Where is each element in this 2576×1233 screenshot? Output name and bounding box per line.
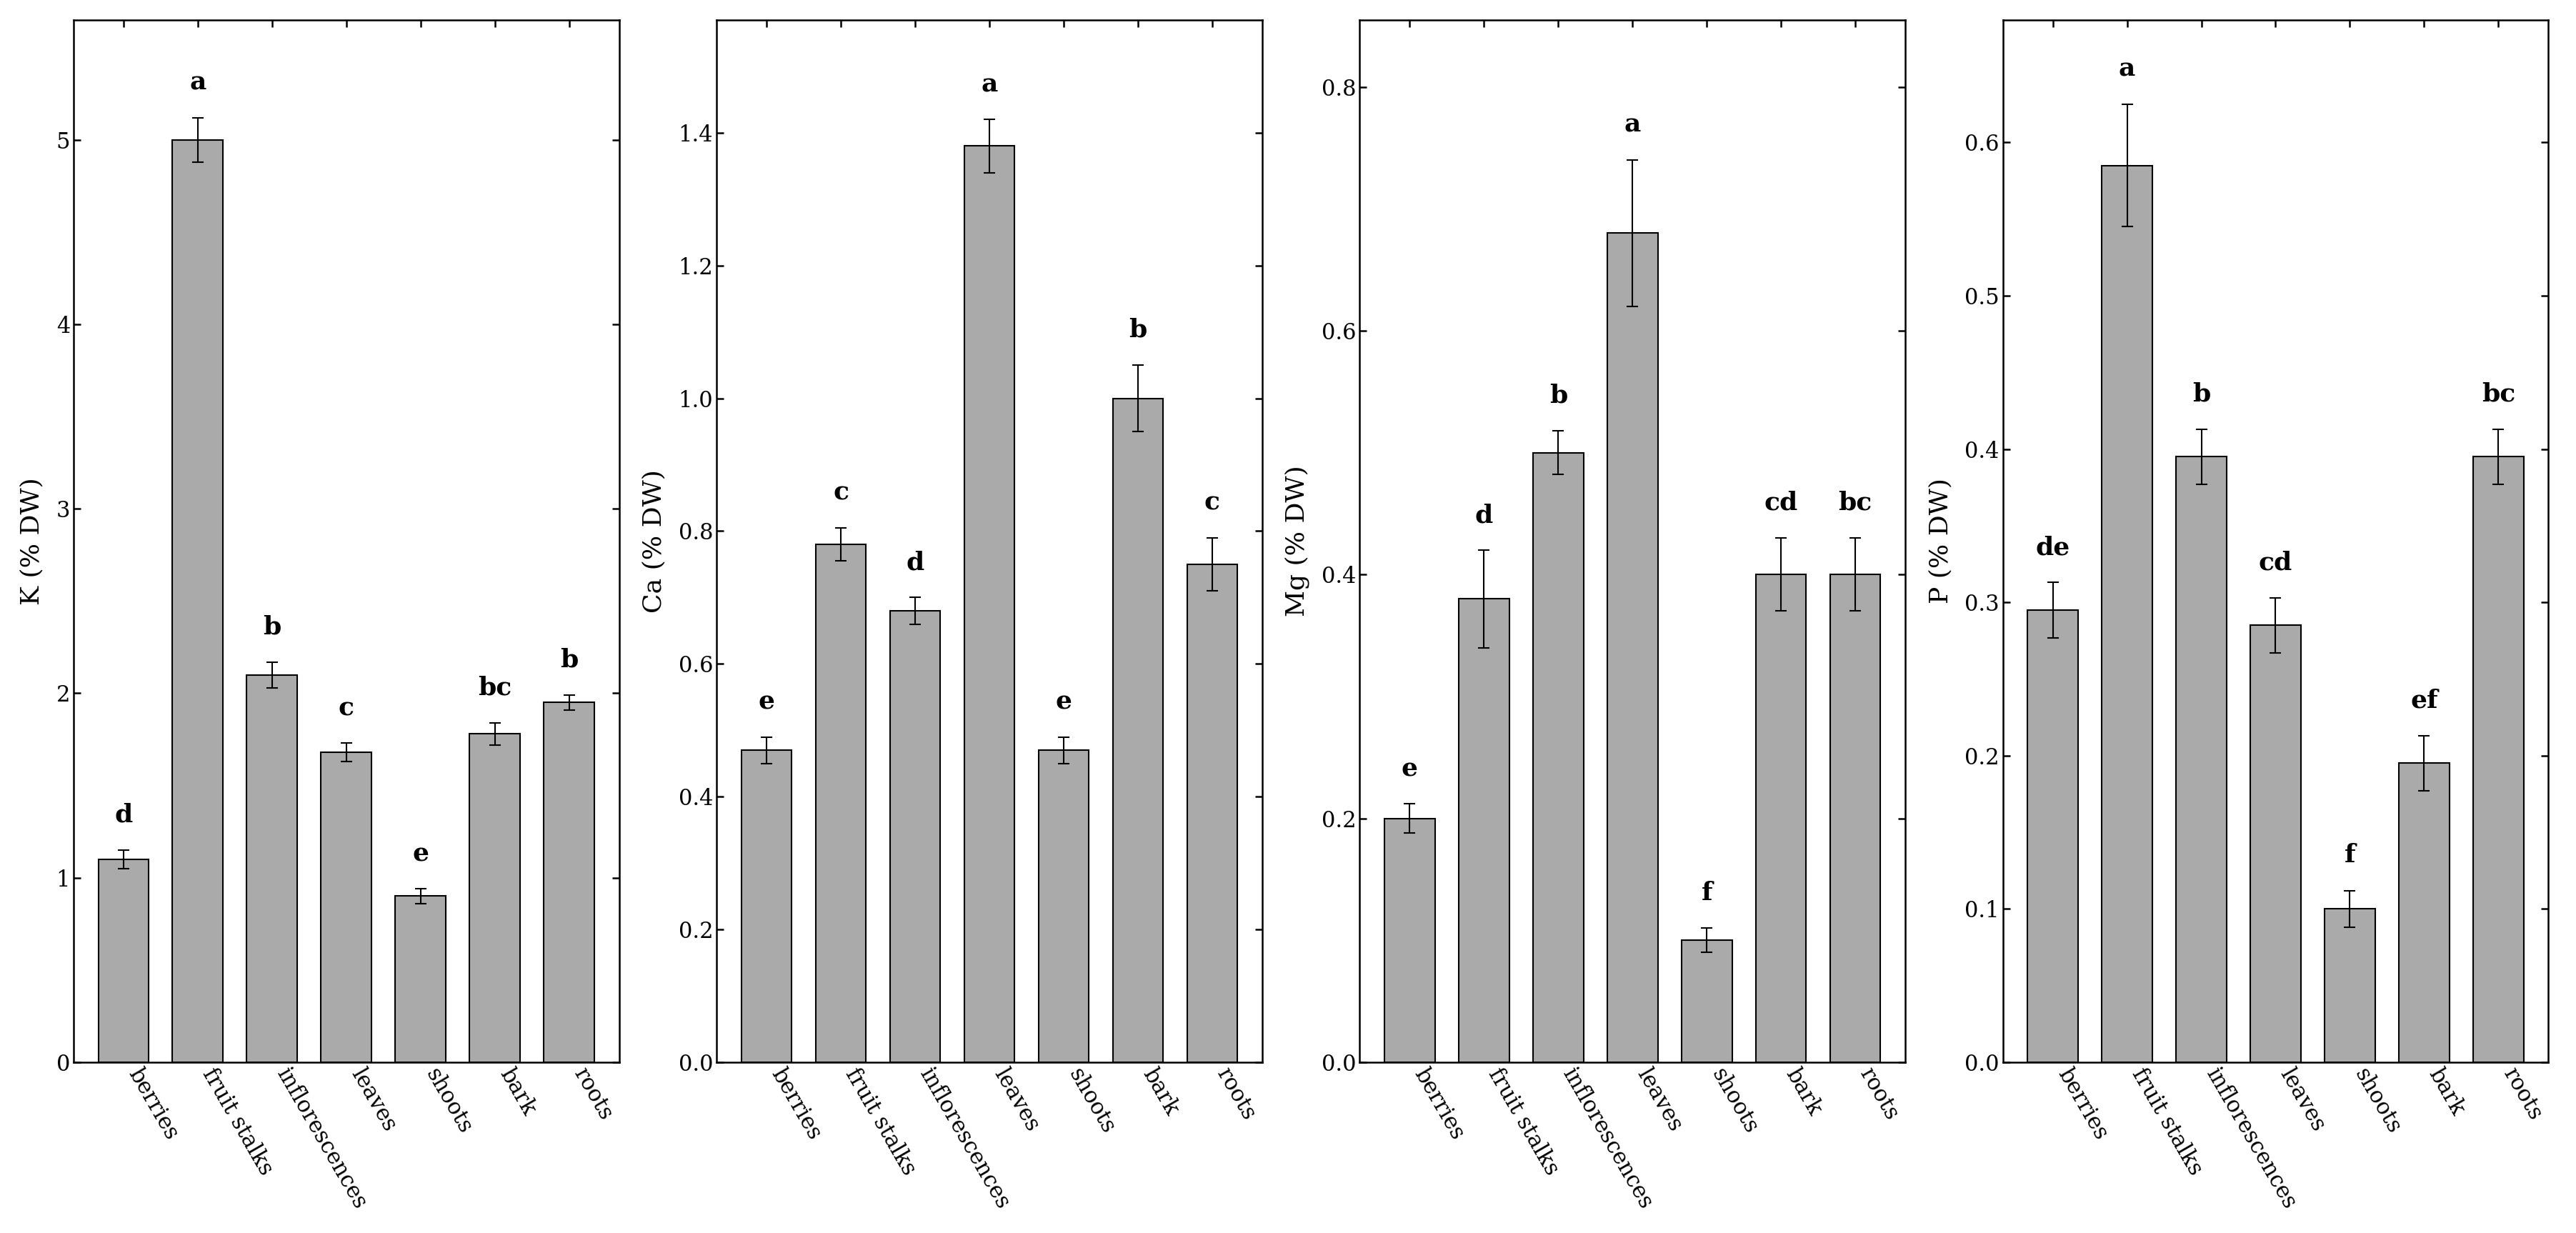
Text: bc: bc: [2481, 382, 2514, 406]
Text: a: a: [2117, 57, 2136, 81]
Y-axis label: P (% DW): P (% DW): [1929, 478, 1953, 604]
Text: e: e: [412, 842, 428, 866]
Text: bc: bc: [479, 676, 513, 700]
Bar: [1458, 599, 1510, 1062]
Text: d: d: [1476, 503, 1494, 528]
Bar: [2251, 625, 2300, 1062]
Text: cd: cd: [2259, 550, 2293, 575]
Text: b: b: [263, 614, 281, 639]
Bar: [742, 750, 791, 1062]
Text: e: e: [1056, 689, 1072, 714]
Text: c: c: [337, 695, 353, 720]
Bar: [2398, 763, 2450, 1062]
Text: ef: ef: [2411, 688, 2437, 713]
Bar: [2027, 610, 2079, 1062]
Bar: [1607, 233, 1659, 1062]
Text: b: b: [1128, 318, 1146, 342]
Y-axis label: K (% DW): K (% DW): [21, 477, 44, 605]
Bar: [2473, 456, 2524, 1062]
Bar: [1682, 941, 1731, 1062]
Bar: [1188, 565, 1236, 1062]
Text: e: e: [1401, 757, 1417, 780]
Text: a: a: [981, 73, 997, 96]
Bar: [247, 674, 296, 1062]
Text: cd: cd: [1765, 491, 1798, 515]
Bar: [394, 896, 446, 1062]
Text: d: d: [907, 550, 925, 575]
Text: c: c: [832, 481, 848, 504]
Bar: [1383, 819, 1435, 1062]
Bar: [1533, 453, 1584, 1062]
Text: de: de: [2035, 535, 2071, 560]
Text: b: b: [2192, 382, 2210, 406]
Text: c: c: [1206, 491, 1221, 515]
Bar: [322, 752, 371, 1062]
Bar: [1113, 398, 1164, 1062]
Bar: [544, 703, 595, 1062]
Text: f: f: [2344, 843, 2354, 868]
Text: b: b: [559, 647, 577, 672]
Bar: [889, 610, 940, 1062]
Y-axis label: Ca (% DW): Ca (% DW): [641, 470, 667, 613]
Text: a: a: [1623, 113, 1641, 137]
Bar: [1757, 575, 1806, 1062]
Bar: [963, 145, 1015, 1062]
Bar: [469, 734, 520, 1062]
Bar: [2177, 456, 2226, 1062]
Text: d: d: [113, 803, 131, 827]
Text: e: e: [757, 689, 775, 714]
Bar: [98, 859, 149, 1062]
Bar: [2324, 909, 2375, 1062]
Text: f: f: [1700, 880, 1713, 905]
Bar: [2102, 165, 2154, 1062]
Bar: [817, 544, 866, 1062]
Bar: [173, 139, 224, 1062]
Text: a: a: [191, 70, 206, 95]
Bar: [1829, 575, 1880, 1062]
Text: bc: bc: [1839, 491, 1873, 515]
Y-axis label: Mg (% DW): Mg (% DW): [1285, 465, 1309, 616]
Bar: [1038, 750, 1090, 1062]
Text: b: b: [1548, 383, 1566, 408]
